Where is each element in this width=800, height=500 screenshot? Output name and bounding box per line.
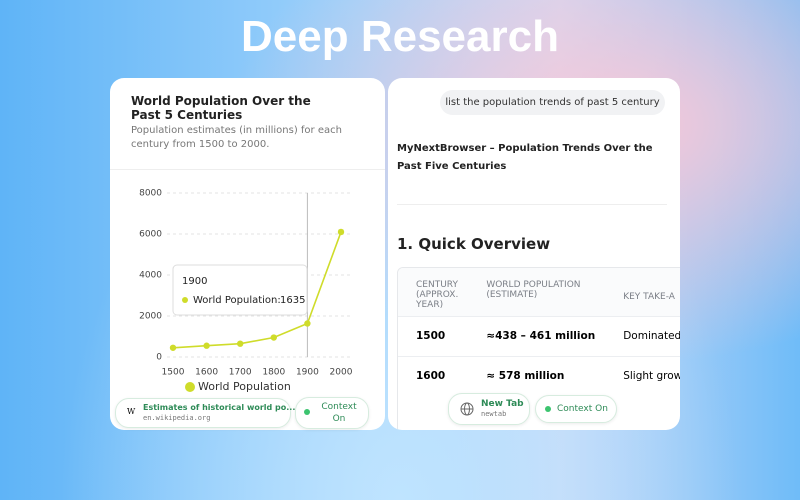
data-point — [337, 228, 345, 236]
table-box: CENTURY (APPROX. YEAR) WORLD POPULATION … — [397, 267, 680, 430]
column-header: WORLD POPULATION (ESTIMATE) — [486, 280, 581, 300]
status-dot — [545, 405, 551, 412]
globe-icon — [460, 402, 474, 416]
x-tick-label: 1900 — [296, 368, 319, 378]
table-cell: Slight grow — [605, 355, 680, 396]
data-point — [304, 320, 311, 327]
series-line — [172, 231, 342, 349]
tooltip-title: 1900 — [182, 276, 207, 287]
tooltip-label: World Population: — [193, 295, 281, 306]
tooltip-value: 1635 — [280, 295, 305, 306]
section-heading: 1. Quick Overview — [397, 235, 551, 253]
report-panel: list the population trends of past 5 cen… — [388, 78, 680, 430]
tab-title: New Tab — [481, 399, 524, 409]
chart-subtitle: Population estimates (in millions) for e… — [131, 125, 342, 150]
x-tick-label: 2000 — [330, 368, 353, 378]
chart-panel: World Population Over the Past 5 Centuri… — [110, 78, 385, 430]
tab-url: newtab — [481, 410, 507, 418]
data-point — [237, 340, 244, 347]
x-tick-label: 1700 — [229, 368, 252, 378]
tooltip-marker — [182, 297, 188, 303]
y-tick-label: 8000 — [139, 189, 162, 199]
table-cell: 1600 — [398, 355, 469, 396]
context-label: Context On — [557, 404, 608, 414]
report-title: MyNextBrowser – Population Trends Over t… — [397, 143, 653, 172]
data-point — [270, 334, 277, 341]
source-chip[interactable]: W Estimates of historical world po... en… — [115, 398, 295, 428]
legend-marker — [185, 382, 195, 392]
y-tick-label: 2000 — [139, 312, 162, 322]
overview-table: CENTURY (APPROX. YEAR) WORLD POPULATION … — [398, 268, 680, 396]
query-bubble: list the population trends of past 5 cen… — [440, 90, 665, 115]
data-point — [169, 344, 177, 351]
column-header: CENTURY (APPROX. YEAR) — [416, 280, 459, 310]
data-point — [203, 342, 210, 349]
legend-label: World Population — [198, 380, 291, 393]
source-icon: W — [127, 407, 136, 416]
table-cell: Dominated — [605, 315, 680, 356]
source-url: en.wikipedia.org — [143, 414, 211, 422]
y-tick-label: 6000 — [139, 230, 162, 240]
table-cell: 1500 — [398, 315, 469, 356]
table-cell: ≈438 – 461 million — [468, 315, 606, 356]
divider — [110, 169, 385, 170]
divider — [397, 204, 667, 205]
chart-title: World Population Over the Past 5 Centuri… — [131, 94, 311, 122]
context-chip[interactable]: Context On — [295, 397, 369, 429]
context-label: Context On — [321, 402, 357, 424]
y-tick-label: 0 — [156, 353, 162, 363]
table-cell: ≈ 578 million — [468, 355, 606, 396]
context-chip[interactable]: Context On — [535, 395, 617, 423]
tab-chip[interactable]: New Tab newtab — [448, 393, 530, 425]
x-tick-label: 1600 — [195, 368, 218, 378]
y-tick-label: 4000 — [139, 271, 162, 281]
status-dot — [304, 409, 310, 415]
source-title: Estimates of historical world po... — [143, 403, 296, 412]
x-tick-label: 1500 — [162, 368, 185, 378]
x-tick-label: 1800 — [262, 368, 285, 378]
page-title: Deep Research — [241, 12, 559, 61]
tooltip — [172, 264, 308, 316]
column-header: KEY TAKE-A — [623, 292, 675, 302]
